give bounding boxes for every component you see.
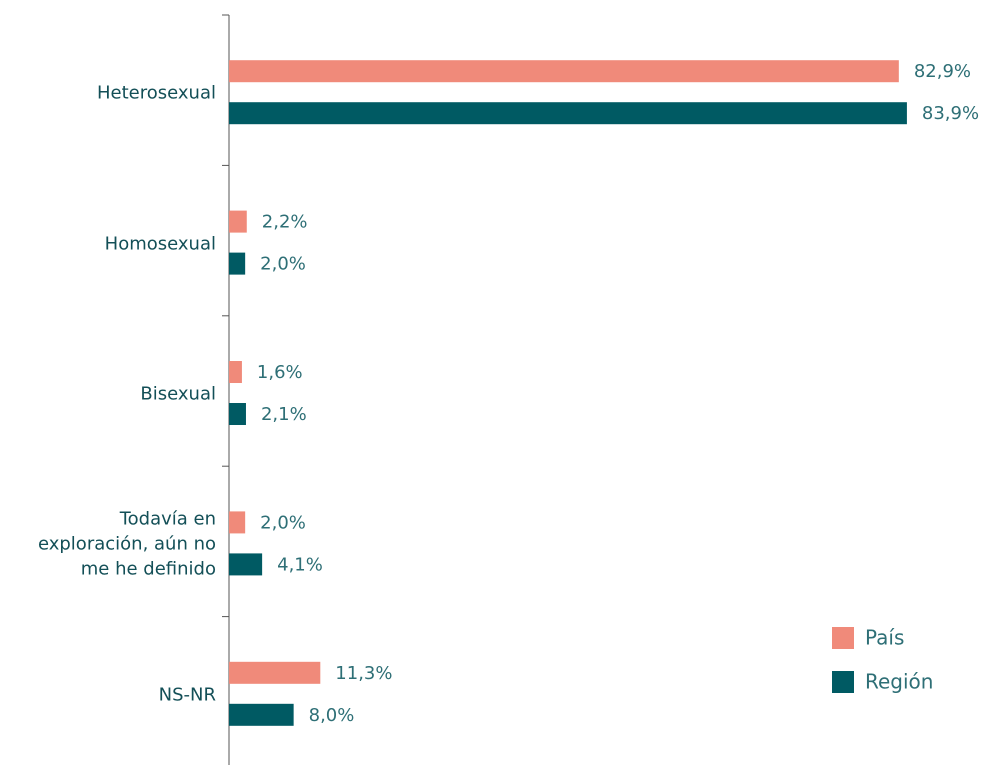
legend-label: País [865,626,904,650]
legend-label: Región [865,670,933,694]
bar [229,511,246,534]
value-label: 2,0% [260,254,306,275]
value-label: 1,6% [257,362,303,383]
value-label: 8,0% [309,705,355,726]
legend-swatch [832,627,854,649]
category-label: Bisexual [140,383,216,405]
value-label: 2,1% [261,404,307,425]
bar [229,60,899,83]
value-label: 83,9% [922,103,979,124]
bar [229,210,247,233]
category-label: Heterosexual [97,82,216,104]
bar [229,252,246,275]
bar [229,553,263,576]
legend-swatch [832,671,854,693]
category-label: Homosexual [104,233,216,255]
category-label: NS-NR [158,684,216,706]
bar [229,102,907,125]
value-label: 11,3% [335,663,392,684]
bar [229,403,246,426]
value-label: 2,0% [260,512,306,533]
bar [229,703,294,726]
bar [229,361,242,384]
value-label: 82,9% [914,61,971,82]
category-label: Todavía en exploración, aún no me he def… [37,508,216,580]
value-label: 4,1% [277,554,323,575]
value-label: 2,2% [262,212,308,233]
bar [229,661,321,684]
